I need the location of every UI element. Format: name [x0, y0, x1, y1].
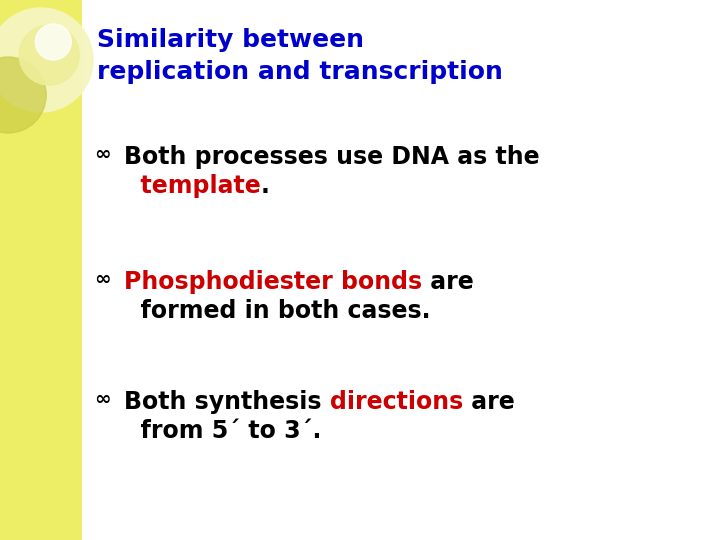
Text: replication and transcription: replication and transcription	[97, 60, 503, 84]
Text: ∞: ∞	[94, 390, 111, 409]
Text: Similarity between: Similarity between	[97, 28, 364, 52]
Text: ∞: ∞	[94, 145, 111, 164]
Text: formed in both cases.: formed in both cases.	[124, 299, 431, 323]
Text: are: are	[422, 270, 474, 294]
Text: Both synthesis: Both synthesis	[124, 390, 330, 414]
Text: from 5´ to 3´.: from 5´ to 3´.	[124, 419, 321, 443]
Text: .: .	[261, 174, 269, 198]
Circle shape	[0, 8, 93, 112]
Text: directions: directions	[330, 390, 463, 414]
Text: are: are	[463, 390, 515, 414]
Circle shape	[19, 25, 79, 85]
Circle shape	[0, 57, 46, 133]
Circle shape	[35, 24, 71, 60]
Text: ∞: ∞	[94, 270, 111, 289]
Bar	[0, 0, 82, 540]
Text: Both processes use DNA as the: Both processes use DNA as the	[124, 145, 539, 169]
Text: template: template	[124, 174, 261, 198]
Text: Phosphodiester bonds: Phosphodiester bonds	[124, 270, 422, 294]
